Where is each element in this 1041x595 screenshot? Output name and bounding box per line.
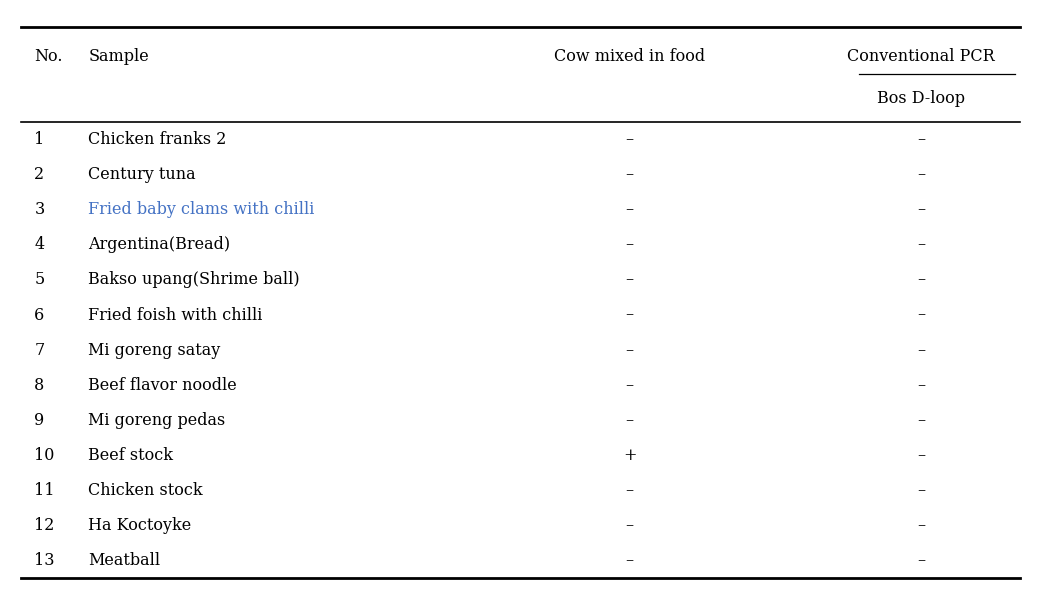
Text: 1: 1 [34,131,45,148]
Text: –: – [626,271,634,289]
Text: –: – [917,377,925,394]
Text: –: – [626,342,634,359]
Text: Century tuna: Century tuna [88,166,196,183]
Text: 11: 11 [34,482,55,499]
Text: Argentina(Bread): Argentina(Bread) [88,236,231,253]
Text: Bos D-loop: Bos D-loop [878,90,965,107]
Text: Beef stock: Beef stock [88,447,174,464]
Text: –: – [626,377,634,394]
Text: –: – [917,271,925,289]
Text: Chicken stock: Chicken stock [88,482,203,499]
Text: 13: 13 [34,552,55,569]
Text: 12: 12 [34,517,55,534]
Text: Chicken franks 2: Chicken franks 2 [88,131,227,148]
Text: Fried foish with chilli: Fried foish with chilli [88,306,263,324]
Text: 7: 7 [34,342,45,359]
Text: Beef flavor noodle: Beef flavor noodle [88,377,237,394]
Text: No.: No. [34,48,62,65]
Text: –: – [626,482,634,499]
Text: 3: 3 [34,201,45,218]
Text: –: – [917,166,925,183]
Text: –: – [626,236,634,253]
Text: –: – [626,517,634,534]
Text: Cow mixed in food: Cow mixed in food [554,48,706,65]
Text: –: – [917,131,925,148]
Text: Bakso upang(Shrime ball): Bakso upang(Shrime ball) [88,271,300,289]
Text: 9: 9 [34,412,45,429]
Text: –: – [626,552,634,569]
Text: Conventional PCR: Conventional PCR [847,48,995,65]
Text: Meatball: Meatball [88,552,160,569]
Text: 6: 6 [34,306,45,324]
Text: –: – [917,201,925,218]
Text: –: – [626,131,634,148]
Text: –: – [917,447,925,464]
Text: Sample: Sample [88,48,149,65]
Text: –: – [917,412,925,429]
Text: –: – [917,342,925,359]
Text: –: – [626,412,634,429]
Text: –: – [626,201,634,218]
Text: –: – [917,552,925,569]
Text: Mi goreng satay: Mi goreng satay [88,342,221,359]
Text: Fried baby clams with chilli: Fried baby clams with chilli [88,201,314,218]
Text: –: – [917,236,925,253]
Text: 5: 5 [34,271,45,289]
Text: Mi goreng pedas: Mi goreng pedas [88,412,226,429]
Text: 10: 10 [34,447,55,464]
Text: –: – [626,306,634,324]
Text: 2: 2 [34,166,45,183]
Text: 4: 4 [34,236,45,253]
Text: –: – [626,166,634,183]
Text: –: – [917,306,925,324]
Text: –: – [917,482,925,499]
Text: 8: 8 [34,377,45,394]
Text: +: + [624,447,636,464]
Text: Ha Koctoyke: Ha Koctoyke [88,517,192,534]
Text: –: – [917,517,925,534]
